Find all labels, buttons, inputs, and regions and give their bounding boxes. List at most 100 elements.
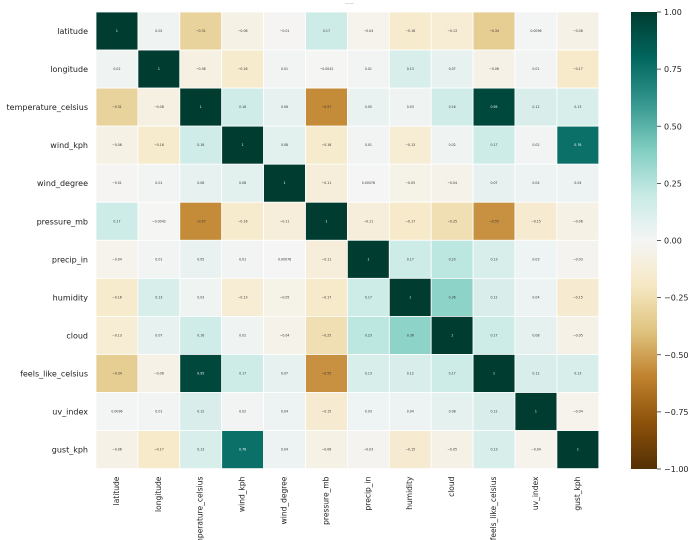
heatmap-cell: [221, 87, 264, 127]
cell-value-label: 0.16: [197, 333, 204, 337]
heatmap-cell: [221, 392, 264, 431]
heatmap-cell: [388, 354, 432, 393]
cell-value-label: 0.13: [155, 295, 162, 299]
cell-value-label: 0.02: [239, 410, 246, 414]
cell-value-label: −0.06: [238, 29, 248, 33]
cell-value-label: −0.04: [531, 448, 541, 452]
cell-value-label: −0.16: [322, 143, 332, 147]
cell-value-label: 0.12: [532, 105, 539, 109]
cell-value-label: 0.00078: [362, 181, 375, 185]
heatmap-cell: [179, 277, 223, 317]
row-tick-labels: latitude longitude temperature_celsiuswind…: [7, 27, 89, 455]
cell-value-label: 0.17: [113, 219, 120, 223]
heatmap-cell: [137, 201, 181, 241]
heatmap-cell: [305, 201, 348, 241]
row-label: precip_in: [52, 255, 88, 264]
heatmap-cell: [137, 87, 181, 127]
cell-value-label: −0.06: [573, 219, 583, 223]
heatmap-cell: [179, 49, 223, 89]
chart-title: ———: [345, 1, 354, 5]
cell-value-label: −0.06: [322, 448, 332, 452]
heatmap-cell: [263, 87, 306, 127]
heatmap-cell: [95, 315, 139, 355]
cell-value-label: 0.01: [155, 257, 162, 261]
cell-value-label: −0.05: [447, 448, 457, 452]
cell-value-label: −0.04: [363, 29, 373, 33]
cell-value-label: −0.31: [196, 29, 206, 33]
cell-value-label: 0.08: [532, 333, 539, 337]
cell-value-label: −0.01: [112, 181, 122, 185]
cell-value-label: 0.04: [532, 295, 539, 299]
heatmap-cell: [221, 430, 264, 469]
cell-value-label: −0.55: [489, 219, 499, 223]
row-label: cloud: [66, 331, 88, 340]
colorbar-tick-label: −0.50: [664, 351, 689, 360]
cell-value-label: 0.01: [239, 257, 246, 261]
heatmap-cell: [346, 392, 390, 431]
heatmap-cell: [514, 11, 558, 51]
heatmap-cell: [430, 163, 474, 203]
heatmap-cell: [514, 315, 558, 355]
column-label: feels_like_celsius: [489, 477, 498, 540]
row-label: uv_index: [52, 408, 88, 417]
cell-value-label: 0.17: [323, 29, 330, 33]
cell-value-label: −0.04: [280, 333, 290, 337]
cell-value-label: −0.05: [280, 295, 290, 299]
cell-value-label: 0.17: [490, 143, 497, 147]
cell-value-label: 0.02: [239, 333, 246, 337]
cell-value-label: 0.0096: [111, 410, 122, 414]
heatmap-cell: [179, 430, 223, 469]
row-label: humidity: [53, 293, 89, 302]
heatmap-cell: [388, 11, 432, 51]
cell-value-label: 0.23: [449, 257, 456, 261]
heatmap-cell: [514, 239, 558, 279]
cell-value-label: 0.02: [113, 67, 120, 71]
cell-value-label: 0.17: [490, 333, 497, 337]
heatmap-cell: [472, 277, 516, 317]
row-label: feels_like_celsius: [20, 369, 88, 378]
heatmap-cell: [472, 87, 516, 127]
heatmap-cell: [221, 315, 264, 355]
cell-value-label: 0.13: [407, 67, 414, 71]
cell-value-label: 0.02: [449, 143, 456, 147]
row-label: latitude: [57, 27, 88, 36]
cell-value-label: −0.11: [322, 257, 332, 261]
heatmap-cell: [263, 315, 306, 355]
cell-value-label: 0.13: [574, 105, 581, 109]
cell-value-label: 0.13: [490, 448, 497, 452]
heatmap-cell: [137, 11, 181, 51]
cell-value-label: 1: [535, 410, 537, 414]
heatmap-cell: [263, 163, 306, 203]
heatmap-cell: [179, 315, 223, 355]
cell-value-label: 0.0096: [530, 29, 541, 33]
cell-value-label: 0.02: [532, 143, 539, 147]
heatmap-cell: [556, 163, 600, 203]
heatmap-cell-labels: 1 0.02 −0.31 −0.06 −0.01 0.17 −0.04 −0.16 −0.13 −…: [111, 29, 582, 452]
heatmap-cells: [95, 11, 600, 469]
heatmap-cell: [221, 163, 264, 203]
heatmap-cell: [179, 87, 223, 127]
cell-value-label: −0.03: [363, 448, 373, 452]
heatmap-cell: [556, 430, 600, 469]
column-label: pressure_mb: [321, 476, 330, 524]
cell-value-label: −0.08: [196, 67, 206, 71]
heatmap-cell: [388, 49, 432, 89]
cell-value-label: 0.01: [281, 67, 288, 71]
column-label: wind_kph: [238, 476, 247, 512]
cell-value-label: 0.95: [490, 105, 497, 109]
colorbar-gradient: [631, 12, 657, 469]
cell-value-label: −0.34: [112, 371, 122, 375]
cell-value-label: 0.12: [407, 371, 414, 375]
cell-value-label: −0.57: [196, 219, 206, 223]
cell-value-label: −0.13: [447, 29, 457, 33]
heatmap-cell: [472, 392, 516, 431]
column-label: cloud: [447, 476, 456, 497]
cell-value-label: 0.08: [239, 181, 246, 185]
heatmap-cell: [263, 49, 306, 89]
heatmap-cell: [263, 239, 306, 279]
heatmap-cell: [263, 277, 306, 317]
colorbar-tick-label: 0.00: [664, 237, 682, 246]
cell-value-label: −0.11: [280, 219, 290, 223]
row-label: temperature_celsius: [7, 103, 88, 112]
